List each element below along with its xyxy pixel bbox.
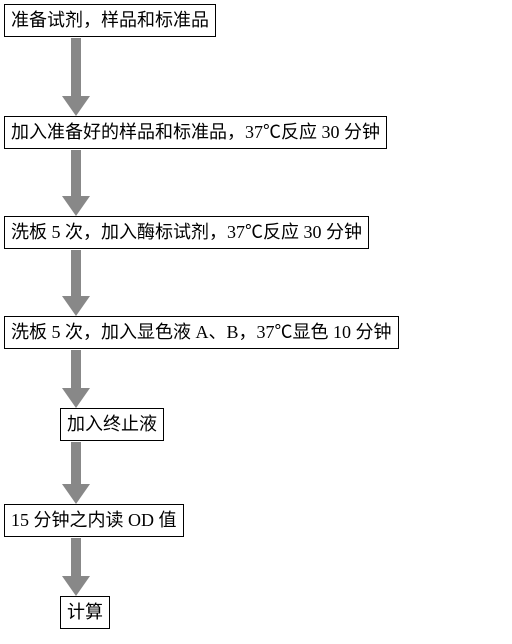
step-box-1: 准备试剂，样品和标准品 [4, 4, 216, 37]
flowchart-container: 准备试剂，样品和标准品 加入准备好的样品和标准品，37℃反应 30 分钟 洗板 … [0, 0, 512, 644]
step-box-4: 洗板 5 次，加入显色液 A、B，37℃显色 10 分钟 [4, 316, 399, 349]
step-label: 计算 [67, 602, 103, 622]
step-label: 加入终止液 [67, 414, 157, 434]
step-label: 15 分钟之内读 OD 值 [11, 510, 177, 530]
step-label: 洗板 5 次，加入显色液 A、B，37℃显色 10 分钟 [11, 322, 392, 342]
step-box-6: 15 分钟之内读 OD 值 [4, 504, 184, 537]
step-label: 准备试剂，样品和标准品 [11, 10, 209, 30]
step-box-3: 洗板 5 次，加入酶标试剂，37℃反应 30 分钟 [4, 216, 369, 249]
step-label: 洗板 5 次，加入酶标试剂，37℃反应 30 分钟 [11, 222, 362, 242]
step-box-5: 加入终止液 [60, 408, 164, 441]
step-label: 加入准备好的样品和标准品，37℃反应 30 分钟 [11, 122, 380, 142]
step-box-7: 计算 [60, 596, 110, 629]
step-box-2: 加入准备好的样品和标准品，37℃反应 30 分钟 [4, 116, 387, 149]
